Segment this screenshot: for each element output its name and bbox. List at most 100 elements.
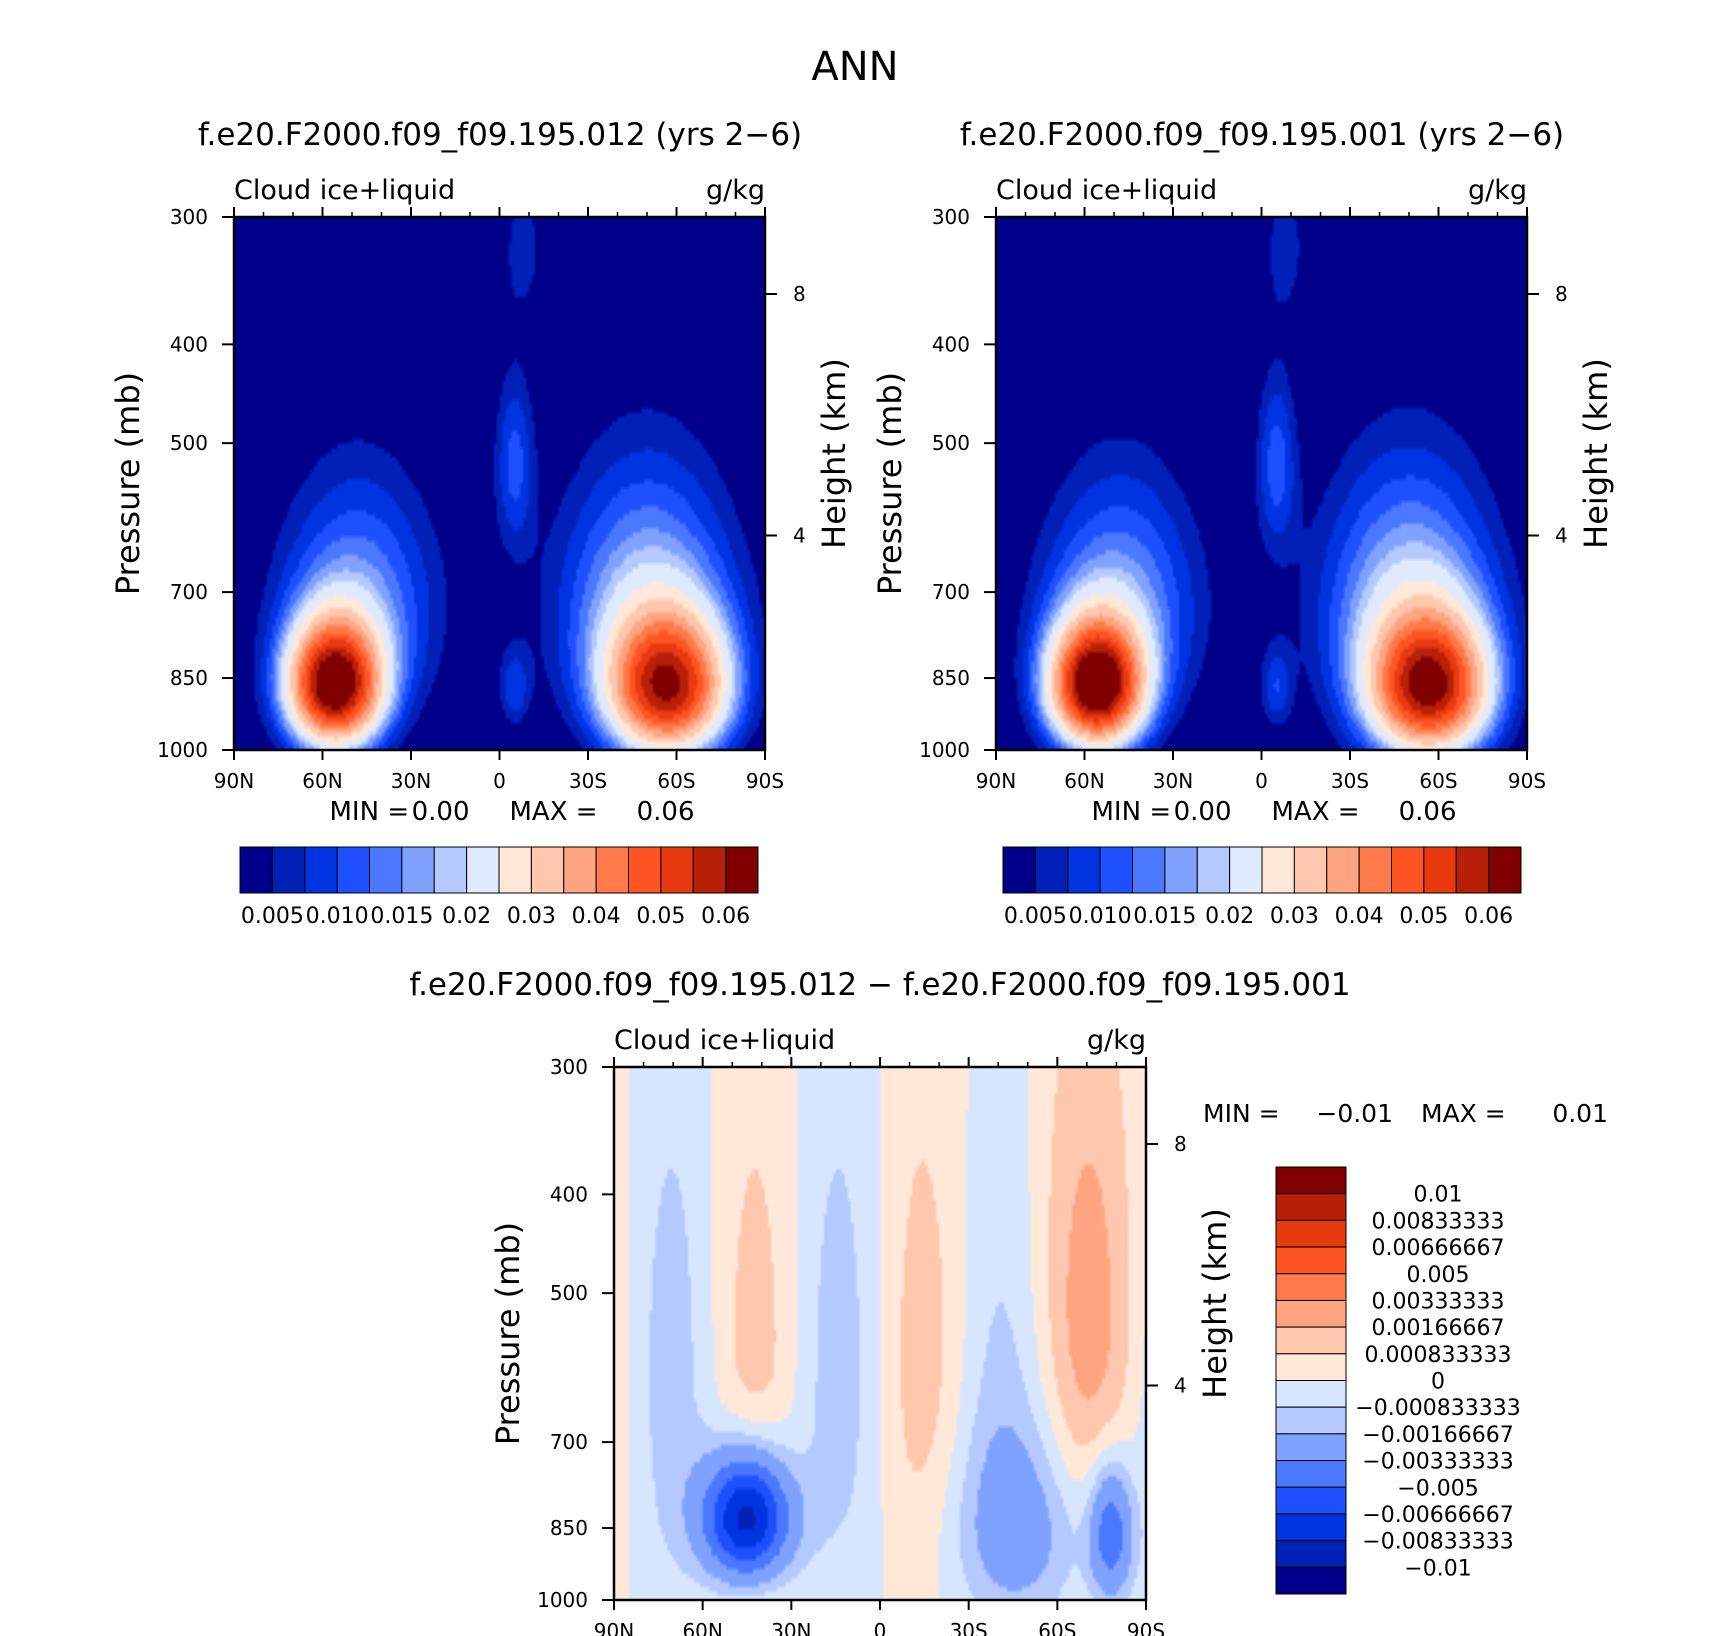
colorbar-swatch: [271, 846, 306, 894]
x-tick-label: 60N: [302, 769, 342, 793]
units-label: g/kg: [706, 175, 765, 206]
colorbar-swatch: [466, 846, 500, 894]
figure-title: ANN: [811, 44, 898, 90]
colorbar-label: 0.03: [507, 904, 556, 929]
y2-tick-label: 4: [1174, 1374, 1187, 1398]
colorbar-label: 0.04: [1335, 904, 1384, 929]
colorbar-label: 0.005: [1407, 1263, 1470, 1288]
y2-axis-title: Height (km): [815, 358, 853, 549]
y2-tick-label: 8: [793, 282, 806, 306]
panel-title: f.e20.F2000.f09_f09.195.001 (yrs 2−6): [960, 117, 1564, 153]
min-label: MIN =: [330, 797, 410, 827]
colorbar-label: 0.015: [370, 904, 433, 929]
colorbar-swatch: [1275, 1433, 1347, 1462]
colorbar-swatch: [1275, 1540, 1347, 1568]
colorbar: 0.010.008333330.006666670.0050.003333330…: [1275, 1166, 1521, 1595]
panel-title: f.e20.F2000.f09_f09.195.012 − f.e20.F200…: [409, 967, 1350, 1003]
colorbar-swatch: [1275, 1166, 1347, 1195]
colorbar-swatch: [369, 846, 403, 894]
max-value: 0.06: [637, 797, 695, 827]
colorbar-swatch: [1275, 1299, 1347, 1328]
colorbar-swatch: [1164, 846, 1198, 894]
y-axis-title: Pressure (mb): [489, 1222, 527, 1445]
colorbar-label: 0.05: [1399, 904, 1448, 929]
y-tick-label: 400: [932, 332, 970, 356]
colorbar-swatch: [1196, 846, 1231, 894]
y-tick-label: 850: [550, 1516, 588, 1540]
colorbar-label: 0.000833333: [1365, 1343, 1512, 1368]
contour-field: [234, 217, 765, 750]
colorbar-label: 0.00333333: [1372, 1289, 1505, 1314]
colorbar-swatch: [1275, 1460, 1347, 1488]
colorbar-swatch: [1275, 1193, 1347, 1221]
max-label: MAX =: [1421, 1099, 1506, 1128]
colorbar-swatch: [660, 846, 694, 894]
colorbar-label: −0.01: [1404, 1556, 1471, 1581]
units-label: g/kg: [1468, 175, 1527, 206]
colorbar-label: 0.00833333: [1372, 1209, 1505, 1234]
x-tick-label: 90S: [746, 769, 784, 793]
x-tick-label: 90N: [976, 769, 1016, 793]
colorbar-label: 0.04: [572, 904, 621, 929]
colorbar-label: −0.00166667: [1362, 1423, 1513, 1448]
colorbar-label: 0.010: [306, 904, 369, 929]
colorbar-swatch: [401, 846, 435, 894]
colorbar-label: 0.00166667: [1372, 1316, 1505, 1341]
x-tick-label: 60N: [682, 1619, 722, 1636]
colorbar-swatch: [1034, 846, 1069, 894]
y-tick-label: 700: [932, 580, 970, 604]
y-tick-label: 400: [170, 332, 208, 356]
x-tick-label: 0: [874, 1619, 887, 1636]
colorbar-swatch: [1132, 846, 1166, 894]
colorbar-swatch: [304, 846, 338, 894]
x-tick-label: 90S: [1127, 1619, 1165, 1636]
x-tick-label: 0: [1255, 769, 1268, 793]
x-tick-label: 90N: [594, 1619, 634, 1636]
colorbar-label: 0.02: [1205, 904, 1254, 929]
colorbar-swatch: [1488, 846, 1522, 894]
y-tick-label: 700: [550, 1430, 588, 1454]
y-tick-label: 1000: [537, 1588, 588, 1612]
colorbar-swatch: [530, 846, 565, 894]
x-tick-label: 30N: [771, 1619, 811, 1636]
contour-field: [614, 1067, 1146, 1600]
min-label: MIN =: [1092, 797, 1172, 827]
x-tick-label: 60N: [1064, 769, 1104, 793]
y2-tick-label: 4: [793, 524, 806, 548]
y-tick-label: 400: [550, 1182, 588, 1206]
variable-label: Cloud ice+liquid: [614, 1025, 835, 1056]
x-tick-label: 30S: [950, 1619, 988, 1636]
colorbar-swatch: [628, 846, 662, 894]
y-tick-label: 700: [170, 580, 208, 604]
colorbar-label: −0.000833333: [1355, 1396, 1520, 1421]
colorbar-swatch: [1229, 846, 1263, 894]
min-value: 0.00: [1174, 797, 1232, 827]
variable-label: Cloud ice+liquid: [996, 175, 1217, 206]
colorbar-swatch: [1275, 1353, 1347, 1381]
max-value: 0.01: [1552, 1099, 1608, 1128]
x-tick-label: 90N: [214, 769, 254, 793]
colorbar-swatch: [692, 846, 727, 894]
colorbar-label: 0: [1431, 1370, 1445, 1395]
colorbar-label: 0.01: [1414, 1183, 1463, 1208]
min-value: −0.01: [1316, 1099, 1393, 1128]
x-tick-label: 30S: [1331, 769, 1369, 793]
x-tick-label: 60S: [1038, 1619, 1076, 1636]
y-tick-label: 500: [550, 1281, 588, 1305]
colorbar-label: −0.00666667: [1362, 1503, 1513, 1528]
y-tick-label: 1000: [919, 738, 970, 762]
colorbar-label: 0.06: [1464, 904, 1513, 929]
colorbar-swatch: [1275, 1486, 1347, 1515]
x-tick-label: 0: [493, 769, 506, 793]
colorbar: 0.005 0.010 0.015 0.02 0.03 0.04 0.05 0.06: [239, 846, 759, 929]
colorbar-label: 0.05: [636, 904, 685, 929]
colorbar-swatch: [433, 846, 468, 894]
colorbar-swatch: [1099, 846, 1133, 894]
colorbar-swatch: [239, 846, 273, 894]
colorbar-swatch: [1275, 1246, 1347, 1275]
y-axis-title: Pressure (mb): [871, 372, 909, 595]
colorbar-swatch: [595, 846, 629, 894]
y-tick-label: 300: [550, 1055, 588, 1079]
y2-tick-label: 8: [1174, 1132, 1187, 1156]
